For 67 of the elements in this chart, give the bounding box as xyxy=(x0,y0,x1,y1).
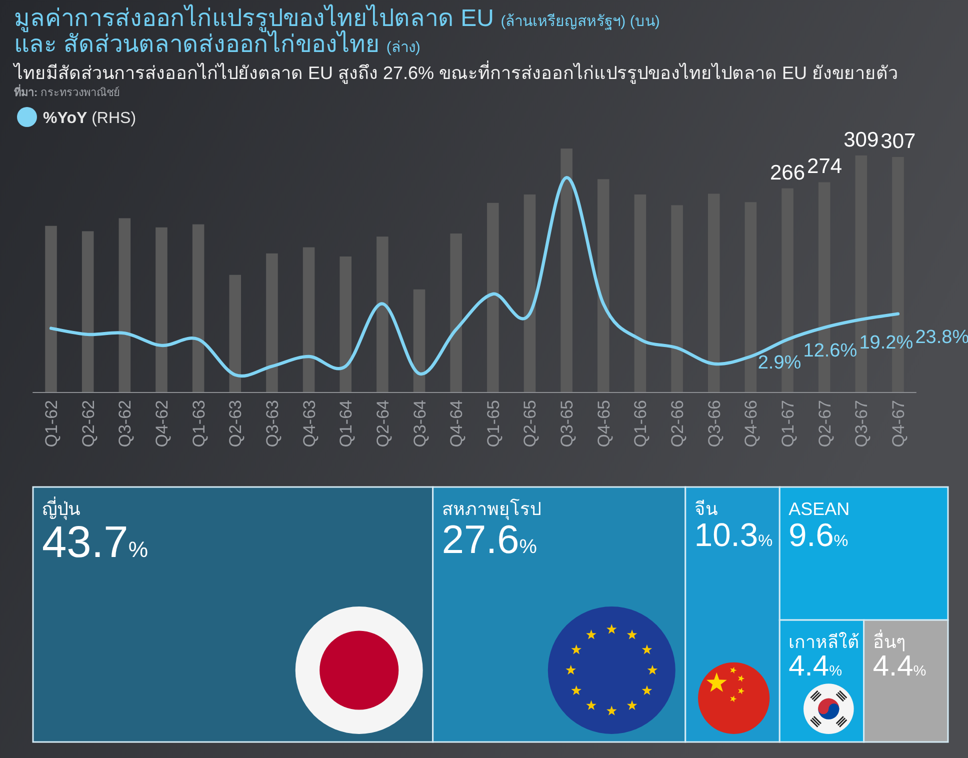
data-label: 274 xyxy=(807,155,842,178)
bar xyxy=(229,274,242,392)
x-tick-label: Q1-62 xyxy=(42,400,62,448)
x-tick-label: Q2-65 xyxy=(520,400,540,448)
bar xyxy=(634,194,646,392)
x-tick-label: Q1-63 xyxy=(189,400,208,448)
x-tick-label: Q3-67 xyxy=(852,400,872,448)
bar xyxy=(82,231,94,392)
category-label: อื่นๆ xyxy=(872,629,906,652)
category-label: ญี่ปุ่น xyxy=(42,496,80,520)
bar xyxy=(450,234,462,392)
x-tick-label: Q4-62 xyxy=(152,400,172,448)
x-tick-label: Q4-67 xyxy=(888,400,908,448)
bar xyxy=(597,179,610,392)
x-tick-label: Q1-65 xyxy=(484,400,503,448)
bar xyxy=(524,194,536,392)
x-tick-label: Q1-64 xyxy=(336,400,356,448)
x-tick-label: Q3-63 xyxy=(262,400,282,448)
x-tick-label: Q4-66 xyxy=(742,400,761,448)
bar xyxy=(744,202,757,392)
bar xyxy=(266,253,278,392)
bar xyxy=(413,289,426,392)
x-tick-label: Q4-63 xyxy=(300,400,319,448)
category-label: จีน xyxy=(694,499,718,519)
bar xyxy=(671,205,683,392)
bar xyxy=(192,224,204,392)
bar xyxy=(45,226,57,392)
data-label: 4.4% xyxy=(872,650,926,683)
legend: %YoY (RHS) xyxy=(17,107,136,127)
data-label: 23.8% xyxy=(915,326,968,348)
category-label: ASEAN xyxy=(788,499,850,519)
bar xyxy=(376,236,388,392)
x-tick-label: Q4-64 xyxy=(447,400,466,448)
x-tick-label: Q2-67 xyxy=(815,400,834,448)
bar xyxy=(156,227,168,392)
x-tick-label: Q2-64 xyxy=(373,400,392,448)
bar xyxy=(118,218,131,392)
legend-label: %YoY (RHS) xyxy=(43,110,136,127)
x-tick-label: Q3-64 xyxy=(410,400,430,448)
x-tick-label: Q2-63 xyxy=(226,400,246,448)
x-tick-label: Q3-62 xyxy=(116,400,135,448)
data-label: 2.9% xyxy=(758,352,802,374)
x-tick-label: Q3-66 xyxy=(704,400,724,448)
category-label: เกาหลีใต้ xyxy=(788,632,860,652)
x-tick-label: Q2-66 xyxy=(668,400,688,448)
data-label: 4.4% xyxy=(788,650,842,683)
x-tick-label: Q1-66 xyxy=(631,400,650,448)
data-label: 19.2% xyxy=(859,332,914,354)
chart-title: มูลค่าการส่งออกไก่แปรรูปของไทยไปตลาด EU (ล้านเหรียญสหรัฐฯ) (บน) xyxy=(14,4,660,33)
bar xyxy=(487,202,499,392)
x-tick-label: Q4-65 xyxy=(594,400,614,448)
x-tick-label: Q3-65 xyxy=(558,400,577,448)
data-label: 307 xyxy=(880,130,916,153)
text: ที่มา: กระทรวงพาณิชย์ xyxy=(14,84,120,99)
data-label: 12.6% xyxy=(803,340,858,362)
x-tick-label: Q1-67 xyxy=(778,400,798,448)
data-label: 266 xyxy=(770,161,806,184)
data-label: 309 xyxy=(844,128,879,152)
bar xyxy=(302,247,315,392)
bar xyxy=(708,194,720,392)
bar xyxy=(340,256,352,392)
chart-subtitle: ไทยมีสัดส่วนการส่งออกไก่ไปยังตลาด EU สูงถึง 27.6% ขณะที่การส่งออกไก่แปรรูปของไทยไปตลาด EU ยังขยายตัว xyxy=(12,60,898,84)
bar xyxy=(560,148,572,392)
x-tick-label: Q2-62 xyxy=(78,400,98,448)
data-label: 10.3% xyxy=(694,516,773,554)
category-label: สหภาพยุโรป xyxy=(442,498,541,520)
data-label: 9.6% xyxy=(788,516,848,553)
